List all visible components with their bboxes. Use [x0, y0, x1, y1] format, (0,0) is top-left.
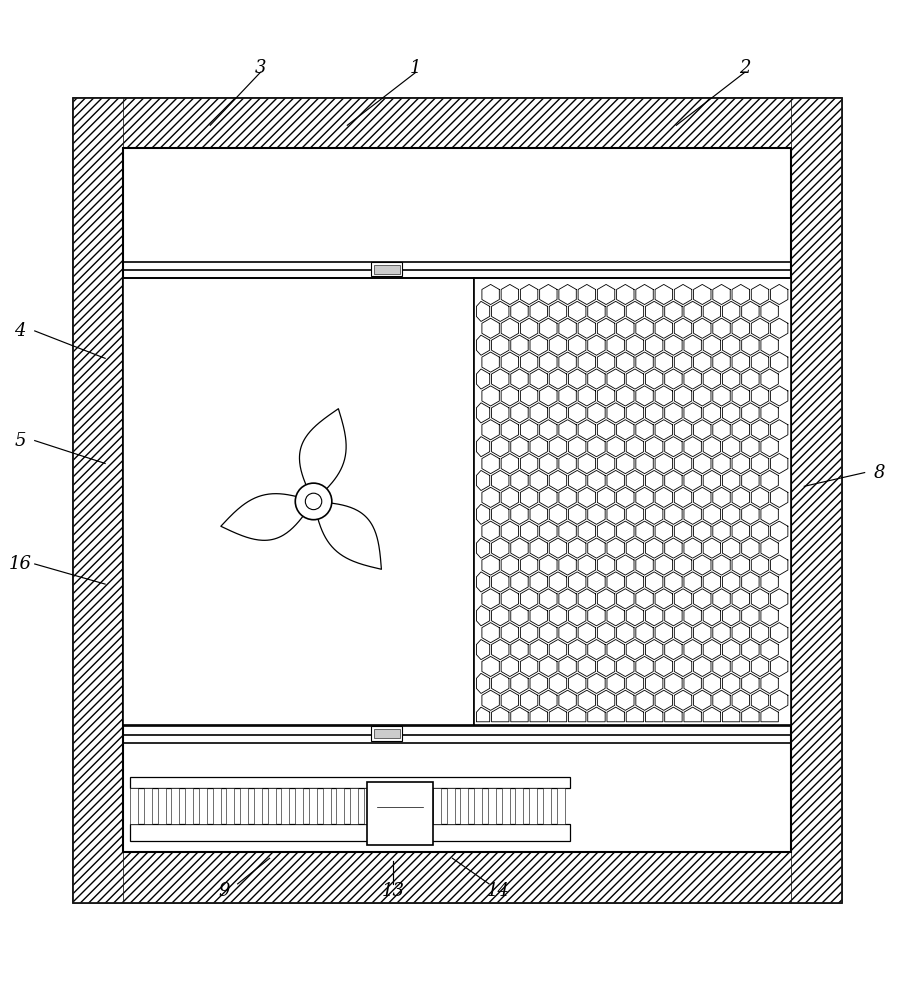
Text: 3: 3	[255, 59, 266, 77]
Bar	[157, 788, 165, 824]
Bar	[336, 788, 345, 824]
Bar	[73, 852, 841, 902]
Bar	[557, 788, 565, 824]
Bar	[367, 782, 433, 845]
Bar	[73, 98, 123, 902]
Bar	[130, 788, 138, 824]
Bar	[323, 788, 331, 824]
Bar	[488, 788, 495, 824]
Bar	[73, 98, 841, 902]
Bar	[130, 777, 570, 788]
Polygon shape	[300, 409, 346, 501]
Bar	[254, 788, 262, 824]
Bar	[433, 788, 441, 824]
Polygon shape	[314, 501, 381, 569]
Text: 5: 5	[15, 432, 26, 450]
Circle shape	[295, 483, 332, 520]
Bar	[123, 148, 791, 852]
Bar	[199, 788, 207, 824]
Text: 13: 13	[381, 882, 405, 900]
Bar	[391, 788, 399, 824]
Bar	[461, 788, 468, 824]
Bar	[171, 788, 179, 824]
Text: 14: 14	[486, 882, 510, 900]
Bar	[529, 788, 537, 824]
Bar	[419, 788, 427, 824]
Polygon shape	[221, 494, 314, 540]
Text: 1: 1	[410, 59, 421, 77]
Bar	[364, 788, 372, 824]
Bar	[309, 788, 317, 824]
Bar	[515, 788, 524, 824]
Bar	[374, 729, 399, 738]
Bar	[143, 788, 152, 824]
Text: 4: 4	[15, 322, 26, 340]
Text: 2: 2	[739, 59, 750, 77]
Bar	[268, 788, 276, 824]
Bar	[227, 788, 234, 824]
Bar	[123, 278, 473, 725]
Bar	[130, 824, 570, 841]
Text: 9: 9	[218, 882, 229, 900]
Bar	[371, 726, 402, 741]
Circle shape	[305, 493, 322, 510]
Bar	[73, 98, 841, 148]
Bar	[282, 788, 290, 824]
Bar	[371, 262, 402, 276]
Bar	[447, 788, 454, 824]
Bar	[405, 788, 413, 824]
Bar	[791, 98, 841, 902]
Bar	[213, 788, 220, 824]
Bar	[295, 788, 303, 824]
Bar	[543, 788, 551, 824]
Bar	[474, 788, 482, 824]
Bar	[374, 265, 399, 274]
Bar	[377, 788, 386, 824]
Bar	[350, 788, 358, 824]
Text: 8: 8	[874, 464, 885, 482]
Bar	[240, 788, 248, 824]
Bar	[186, 788, 193, 824]
Bar	[502, 788, 510, 824]
Text: 16: 16	[8, 555, 32, 573]
Bar	[473, 278, 791, 725]
